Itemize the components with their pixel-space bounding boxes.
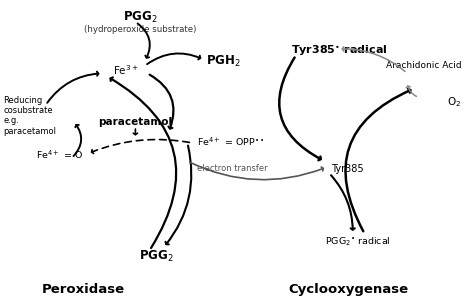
Text: Cyclooxygenase: Cyclooxygenase xyxy=(288,283,408,296)
Text: paracetamol: paracetamol xyxy=(98,117,173,127)
Text: Fe$^{4+}$ = O: Fe$^{4+}$ = O xyxy=(36,149,83,161)
Text: Arachidonic Acid: Arachidonic Acid xyxy=(386,61,462,70)
Text: PGG$_2$: PGG$_2$ xyxy=(139,249,174,264)
Text: Peroxidase: Peroxidase xyxy=(42,283,125,296)
Text: PGG$_2$$^{\bullet}$ radical: PGG$_2$$^{\bullet}$ radical xyxy=(325,235,391,247)
Text: (hydroperoxide substrate): (hydroperoxide substrate) xyxy=(84,25,196,34)
Text: electron transfer: electron transfer xyxy=(197,164,267,173)
Text: PGH$_2$: PGH$_2$ xyxy=(206,54,241,69)
Text: Tyr385: Tyr385 xyxy=(331,164,364,174)
Text: Tyr385$^{\bullet}$ radical: Tyr385$^{\bullet}$ radical xyxy=(292,43,388,58)
Text: Fe$^{3+}$: Fe$^{3+}$ xyxy=(113,64,139,77)
Text: Reducing
cosubstrate
e.g.
paracetamol: Reducing cosubstrate e.g. paracetamol xyxy=(3,95,56,136)
Text: Fe$^{4+}$ = OPP$^{\bullet\bullet}$: Fe$^{4+}$ = OPP$^{\bullet\bullet}$ xyxy=(197,135,264,148)
Text: O$_2$: O$_2$ xyxy=(447,95,462,109)
Text: PGG$_2$: PGG$_2$ xyxy=(123,10,157,25)
